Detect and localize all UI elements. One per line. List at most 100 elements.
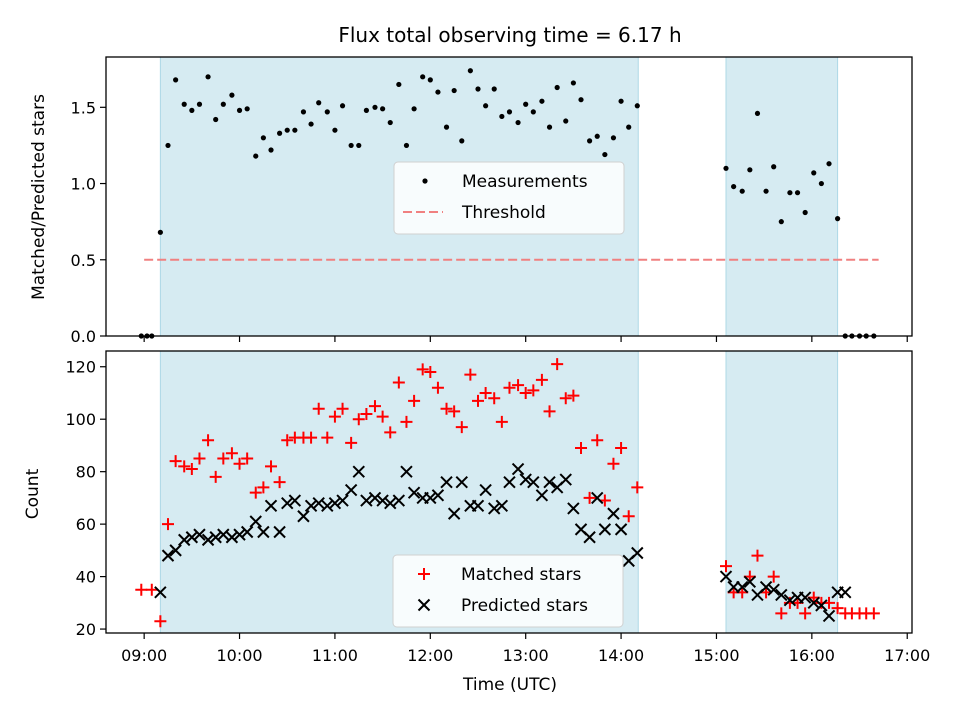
data-point	[743, 575, 757, 589]
data-point	[831, 602, 844, 615]
legend-label: Predicted stars	[461, 596, 588, 616]
data-point	[591, 491, 604, 505]
data-point	[515, 119, 521, 126]
data-point	[360, 494, 373, 507]
data-point	[622, 510, 635, 523]
y-tick-label: 80	[76, 463, 96, 482]
data-point	[345, 436, 358, 449]
data-point	[583, 531, 596, 544]
data-point	[225, 447, 238, 460]
data-point	[416, 363, 429, 376]
data-point	[634, 103, 640, 109]
data-point	[209, 470, 222, 483]
data-point	[201, 533, 215, 547]
data-point	[471, 499, 485, 512]
data-point	[767, 583, 780, 596]
data-point	[376, 494, 389, 507]
x-tick-label: 16:00	[789, 646, 835, 665]
data-point	[332, 127, 338, 133]
data-point	[135, 583, 148, 596]
data-point	[543, 405, 556, 418]
data-point	[794, 190, 801, 196]
data-point	[539, 98, 545, 104]
data-point	[440, 402, 453, 415]
data-point	[771, 164, 777, 170]
data-point	[535, 489, 549, 502]
data-point	[363, 107, 369, 113]
data-point	[783, 594, 797, 607]
data-point	[300, 109, 307, 115]
data-point	[233, 457, 246, 470]
data-point	[512, 379, 525, 392]
data-point	[400, 465, 413, 478]
data-point	[241, 452, 254, 465]
data-point	[157, 229, 163, 235]
data-point	[209, 531, 222, 544]
data-point	[530, 109, 536, 115]
data-point	[178, 460, 191, 473]
data-point	[411, 106, 417, 112]
data-point	[336, 402, 349, 415]
data-point	[591, 434, 604, 447]
data-point	[610, 135, 617, 141]
data-point	[867, 607, 880, 620]
data-point	[178, 533, 191, 547]
data-point	[244, 106, 250, 112]
y-axis-label-top: Matched/Predicted stars	[29, 94, 49, 300]
data-point	[618, 98, 624, 104]
legend-box	[393, 161, 625, 235]
data-point	[802, 209, 808, 216]
data-point	[598, 523, 612, 536]
data-point	[336, 494, 349, 507]
y-tick-label: 1.0	[71, 175, 96, 194]
legend-label: Measurements	[462, 172, 588, 192]
x-tick-label: 10:00	[216, 646, 262, 665]
axes-frame	[105, 350, 913, 634]
data-point	[554, 84, 560, 91]
data-point	[328, 496, 342, 510]
x-tick-label: 13:00	[503, 646, 549, 665]
data-point	[265, 460, 278, 473]
data-point	[372, 104, 378, 110]
data-point	[472, 394, 484, 407]
data-point	[196, 101, 203, 107]
data-point	[607, 507, 620, 520]
data-point	[626, 124, 632, 130]
data-point	[602, 151, 608, 158]
data-point	[154, 586, 167, 599]
data-point	[380, 106, 386, 112]
data-point	[225, 531, 239, 544]
data-point	[387, 119, 393, 126]
legend: Matched stars Predicted stars	[392, 554, 624, 628]
data-point	[822, 609, 836, 623]
y-tick-label: 0.5	[71, 251, 96, 270]
data-point	[249, 515, 262, 528]
data-point	[408, 394, 421, 407]
data-point	[161, 549, 175, 562]
legend-label: Threshold	[461, 203, 546, 223]
data-point	[799, 607, 812, 620]
data-point	[567, 502, 580, 515]
data-point	[392, 494, 406, 507]
data-point	[145, 583, 158, 596]
data-point	[339, 103, 346, 109]
data-point	[328, 410, 341, 423]
data-point	[503, 475, 516, 489]
data-point	[578, 97, 584, 103]
data-point	[839, 586, 852, 599]
data-point	[173, 77, 179, 83]
data-point	[479, 483, 492, 497]
data-point	[455, 421, 468, 434]
data-point	[360, 407, 373, 420]
data-point	[268, 147, 274, 153]
data-point	[787, 190, 793, 196]
data-point	[747, 167, 753, 173]
legend-label: Matched stars	[461, 565, 581, 585]
data-point	[835, 216, 841, 222]
y-tick-label: 120	[65, 358, 96, 377]
data-point	[236, 107, 243, 113]
data-point	[169, 455, 182, 468]
y-axis-label-bottom: Count	[23, 468, 43, 519]
legend-marker-plus	[418, 568, 430, 580]
